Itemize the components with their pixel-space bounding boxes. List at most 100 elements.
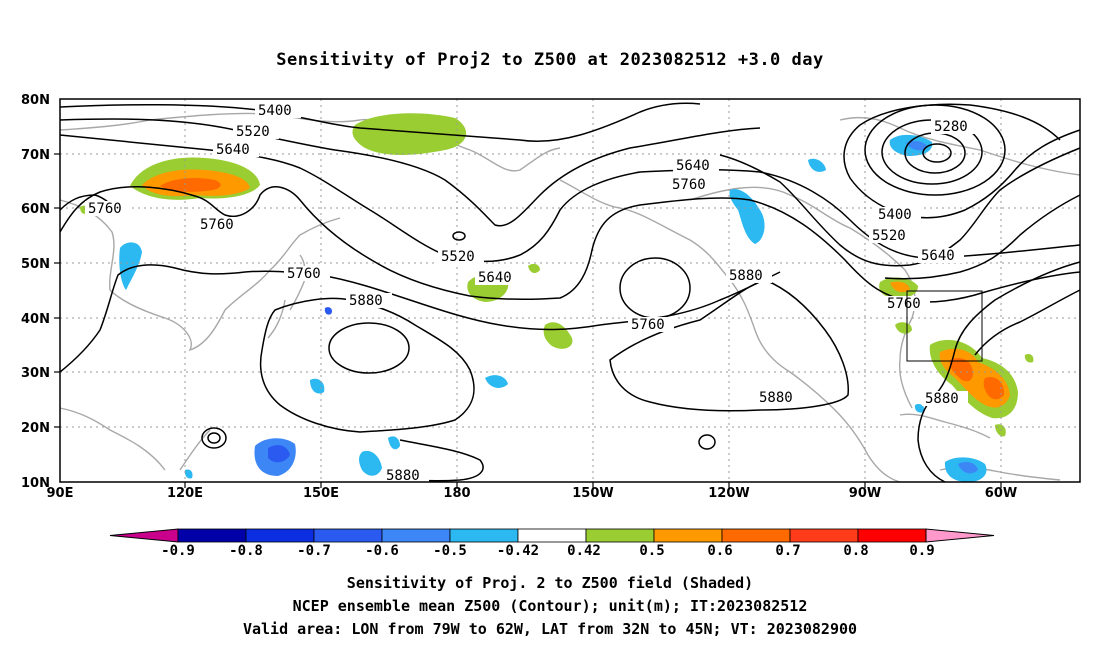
lon-tick-label: 60W: [985, 486, 1017, 501]
contour-label: 5880: [386, 468, 420, 484]
caption-line-3: Valid area: LON from 79W to 62W, LAT fro…: [242, 620, 858, 638]
lon-tick-label: 150W: [572, 486, 613, 501]
shade-negative: [808, 158, 826, 172]
contour-label: 5880: [925, 391, 959, 407]
contour-label: 5640: [478, 270, 512, 286]
se-asia-coast: [59, 407, 211, 471]
contour-label: 5640: [921, 248, 955, 264]
lon-tick-label: 150E: [303, 486, 339, 501]
caption-line-1: Sensitivity of Proj. 2 to Z500 field (Sh…: [346, 574, 754, 592]
shade-negative: [324, 307, 333, 315]
lon-tick-label: 180: [443, 486, 470, 501]
colorbar-label: 0.42: [567, 543, 601, 559]
contour-5160: [922, 143, 952, 163]
na-west-coast: [559, 179, 901, 483]
contour-5400: [59, 102, 701, 143]
shade-positive: [983, 376, 1005, 400]
lat-tick-label: 20N: [21, 421, 50, 436]
colorbar-swatch: [245, 528, 315, 543]
contour-label: 5760: [88, 201, 122, 217]
shade-positive: [352, 113, 467, 155]
contour-5760: [59, 186, 1081, 303]
colorbar-label: -0.9: [161, 543, 195, 559]
colorbar-swatch: [313, 528, 383, 543]
colorbar-swatch: [857, 528, 927, 543]
lon-tick-label: 90E: [47, 486, 74, 501]
colorbar-label: 0.6: [707, 543, 732, 559]
asia-coast: [59, 199, 341, 352]
shade-positive: [528, 263, 540, 274]
contour-5820-east: [974, 289, 1081, 356]
valid-area-box: [906, 290, 983, 362]
shade-positive: [895, 322, 912, 334]
shade-positive: [949, 357, 973, 382]
contour-label: 5520: [236, 124, 270, 140]
lon-axis: 90E 120E 150E 180 150W 120W 90W 60W: [47, 486, 1018, 501]
contour-label: 5880: [759, 390, 793, 406]
colorbar-arrow-left: [109, 528, 179, 543]
lat-tick-label: 40N: [21, 312, 50, 327]
lat-tick-label: 80N: [21, 93, 50, 108]
lon-tick-label: 90W: [849, 486, 881, 501]
lat-axis: 80N 70N 60N 50N 40N 30N 20N 10N: [21, 93, 50, 491]
colorbar-arrow-right: [925, 528, 995, 543]
shade-positive: [160, 178, 221, 192]
lon-tick-label: 120E: [167, 486, 203, 501]
contour-label: 5280: [934, 119, 968, 135]
contour-small-a: [201, 427, 227, 449]
na-east-coast: [689, 186, 916, 409]
colorbar: [109, 528, 995, 543]
colorbar-swatch: [449, 528, 519, 543]
colorbar-label: 0.9: [909, 543, 934, 559]
colorbar-label: -0.7: [297, 543, 331, 559]
contour-small-c: [698, 434, 716, 450]
colorbar-label: -0.42: [497, 543, 539, 559]
colorbar-swatch: [381, 528, 451, 543]
lat-tick-label: 60N: [21, 202, 50, 217]
colorbar-label: 0.5: [639, 543, 664, 559]
colorbar-swatch: [721, 528, 791, 543]
shade-negative: [119, 242, 142, 290]
contour-label: 5880: [729, 268, 763, 284]
contour-label: 5760: [672, 177, 706, 193]
lon-tick-label: 120W: [708, 486, 749, 501]
contour-label: 5640: [676, 158, 710, 174]
contour-label: 5640: [216, 142, 250, 158]
contour-label: 5760: [887, 296, 921, 312]
contour-label: 5520: [872, 228, 906, 244]
contour-5400-east: [843, 103, 1081, 219]
contour-5880-high: [328, 322, 410, 374]
shade-negative: [729, 189, 765, 244]
contour-label: 5520: [441, 249, 475, 265]
contour-label: 5760: [200, 217, 234, 233]
colorbar-labels: -0.9 -0.8 -0.7 -0.6 -0.5 -0.42 0.42 0.5 …: [161, 543, 935, 559]
lat-tick-label: 30N: [21, 366, 50, 381]
colorbar-label: -0.8: [229, 543, 263, 559]
colorbar-swatch: [517, 528, 587, 543]
lat-tick-label: 70N: [21, 148, 50, 163]
shade-positive: [890, 281, 910, 293]
chart-title: Sensitivity of Proj2 to Z500 at 20230825…: [276, 50, 824, 70]
colorbar-label: 0.8: [843, 543, 868, 559]
colorbar-swatch: [789, 528, 859, 543]
japan-coast: [267, 254, 306, 339]
shade-negative: [906, 140, 928, 151]
shade-positive: [1024, 353, 1034, 363]
contour-5520-east: [719, 147, 1081, 267]
shade-negative: [914, 403, 925, 413]
contour-label: 5400: [878, 207, 912, 223]
caribbean-coast: [899, 413, 991, 439]
contour-small-b: [207, 432, 221, 444]
contour-5340: [864, 104, 1006, 196]
contour-5880-c: [609, 279, 849, 412]
shade-negative: [268, 445, 290, 463]
contour-label: 5880: [349, 293, 383, 309]
lat-tick-label: 10N: [21, 476, 50, 491]
greenland-coast: [839, 116, 1081, 176]
colorbar-swatch: [585, 528, 655, 543]
contour-5700-east: [884, 194, 1081, 280]
shade-negative: [388, 436, 400, 450]
contour-label: 5760: [631, 317, 665, 333]
contour-small-d: [452, 231, 466, 241]
